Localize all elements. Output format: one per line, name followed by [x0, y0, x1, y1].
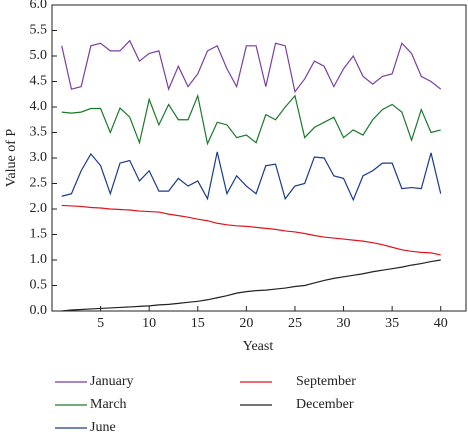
legend-label: June — [90, 420, 116, 435]
y-tick-label: 5.0 — [30, 48, 48, 63]
series-line — [61, 93, 441, 146]
x-tick-label: 35 — [385, 316, 399, 331]
legend-label: January — [90, 374, 134, 389]
y-tick-label: 1.0 — [30, 252, 48, 267]
legend-label: March — [90, 397, 127, 412]
x-tick-label: 30 — [337, 316, 351, 331]
y-tick-label: 0.0 — [30, 303, 48, 318]
y-tick-label: 3.5 — [30, 125, 48, 140]
y-tick-label: 0.5 — [30, 278, 48, 293]
series-line — [61, 39, 442, 94]
x-tick-label: 20 — [239, 316, 253, 331]
y-tick-label: 5.5 — [30, 23, 48, 38]
series-line — [61, 259, 441, 312]
x-tick-label: 40 — [434, 316, 448, 331]
x-axis-label: Yeast — [243, 339, 274, 354]
legend-label: December — [296, 397, 354, 412]
x-tick-label: 25 — [288, 316, 302, 331]
y-tick-label: 4.5 — [30, 74, 48, 89]
y-tick-label: 1.5 — [30, 227, 48, 242]
y-tick-label: 6.0 — [30, 0, 48, 12]
y-tick-label: 4.0 — [30, 99, 48, 114]
y-tick-label: 3.0 — [30, 150, 48, 165]
y-tick-label: 2.0 — [30, 201, 48, 216]
series-line — [61, 151, 442, 202]
y-axis-label: Value of P — [4, 129, 19, 188]
x-tick-label: 10 — [142, 316, 156, 331]
x-tick-label: 15 — [191, 316, 205, 331]
y-tick-label: 2.5 — [30, 176, 48, 191]
series-line — [61, 204, 441, 256]
legend-label: September — [296, 374, 356, 389]
x-tick-label: 5 — [97, 316, 104, 331]
